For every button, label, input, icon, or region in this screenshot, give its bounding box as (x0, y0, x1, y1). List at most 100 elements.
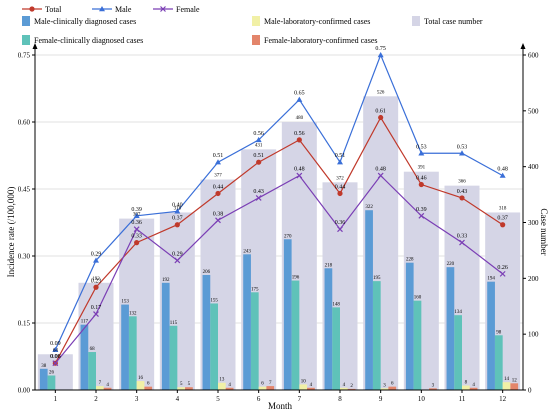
marker-total-11 (459, 195, 465, 201)
marker-female-5 (215, 217, 221, 224)
line-total (54, 116, 503, 364)
label-total-8: 372 (336, 176, 344, 181)
label-series3-5: 13 (219, 378, 225, 383)
label-total-7: 0.56 (294, 131, 305, 137)
marker-total-12 (500, 222, 506, 228)
x-axis-title: Month (268, 401, 293, 411)
marker-total-3 (134, 240, 140, 246)
bar-series2-9 (372, 281, 381, 390)
y-left-tick-label-4: 0.60 (18, 119, 31, 127)
bar-series1-6 (243, 254, 251, 390)
y-left-tick-label-1: 0.15 (18, 320, 31, 328)
label-female-5: 0.38 (213, 211, 224, 217)
label-series1-12: 194 (487, 277, 495, 282)
legend-label-bar-0: Total case number (424, 17, 483, 26)
label-series4-11: 4 (472, 383, 475, 388)
bar-series1-2 (80, 324, 89, 390)
y-axis-right-arrow (520, 43, 526, 49)
y-right-tick-label-0: 0 (528, 387, 532, 395)
marker-total-8 (337, 190, 343, 197)
marker-total-10 (418, 181, 424, 188)
marker-female-2 (93, 311, 99, 317)
y-right-tick-label-5: 500 (528, 107, 539, 115)
legend-label-bar-2: Female-clinically diagnosed cases (34, 36, 143, 45)
bar-series1-1 (39, 368, 48, 390)
marker-female-11 (459, 239, 465, 246)
marker-male-4 (174, 208, 181, 214)
bar-series3-5 (218, 382, 226, 390)
label-series1-11: 220 (447, 262, 455, 267)
y-right-tick-label-4: 400 (528, 163, 539, 171)
y-axis-right-title: Case number (539, 208, 549, 255)
bar-series4-3 (144, 386, 153, 390)
label-total-12: 0.37 (497, 216, 508, 222)
label-series2-1: 26 (49, 370, 55, 375)
label-series4-9: 6 (391, 382, 394, 387)
marker-male-10 (418, 150, 425, 156)
bar-series2-11 (454, 315, 462, 390)
label-series2-11: 134 (454, 310, 462, 315)
label-male-3: 0.39 (131, 207, 142, 213)
label-male-9: 0.75 (375, 46, 386, 52)
y-right-tick-label-3: 300 (528, 219, 539, 227)
label-female-4: 0.29 (172, 251, 183, 257)
marker-male-7 (296, 96, 303, 102)
label-total-4: 318 (174, 206, 182, 211)
label-male-12: 0.48 (497, 167, 508, 173)
legend-swatch-2 (22, 35, 30, 45)
label-series1-8: 218 (325, 263, 333, 268)
label-series3-11: 8 (465, 381, 468, 386)
bar-series4-4 (185, 387, 193, 390)
label-male-1: 0.09 (50, 341, 61, 347)
label-series3-9: 3 (383, 383, 386, 388)
label-female-11: 0.33 (457, 234, 468, 240)
marker-female-9 (377, 172, 384, 179)
label-series4-5: 4 (228, 383, 231, 388)
label-series4-8: 2 (350, 384, 353, 389)
label-female-9: 0.48 (375, 167, 386, 173)
marker-total-4 (174, 222, 180, 228)
marker-male-2 (93, 257, 99, 263)
marker-total-7 (296, 137, 302, 143)
label-series2-10: 160 (414, 296, 422, 301)
bar-series4-5 (225, 387, 234, 390)
label-total-3: 0.33 (131, 234, 142, 240)
bar-series1-10 (405, 262, 414, 390)
label-female-7: 0.48 (294, 167, 305, 173)
marker-female-3 (133, 226, 140, 233)
y-left-tick-label-3: 0.45 (18, 186, 31, 194)
label-total-9: 0.61 (375, 109, 386, 115)
label-male-11: 0.53 (457, 144, 468, 150)
x-tick-label-6: 6 (257, 395, 261, 403)
label-series3-2: 7 (99, 381, 102, 386)
bar-series3-12 (502, 382, 511, 390)
bars (37, 96, 521, 391)
marker-male-8 (337, 159, 343, 165)
label-total-4: 0.37 (172, 216, 183, 222)
y-right-tick-label-2: 200 (528, 275, 539, 283)
y-left-tick-label-2: 0.30 (18, 253, 31, 261)
label-total-10: 0.46 (416, 176, 427, 182)
bar-series2-1 (47, 375, 56, 390)
label-male-2: 0.29 (91, 251, 102, 257)
label-series2-12: 98 (496, 330, 502, 335)
label-series1-3: 153 (121, 300, 129, 305)
x-tick-label-5: 5 (216, 395, 220, 403)
label-series1-7: 270 (284, 234, 292, 239)
bar-series2-10 (413, 300, 422, 390)
marker-total-5 (215, 190, 221, 197)
label-series1-5: 206 (203, 270, 211, 275)
marker-male-3 (133, 212, 140, 218)
legend-marker-male (99, 6, 105, 12)
legend-marker-total (29, 6, 35, 12)
bar-series2-7 (291, 280, 300, 390)
legend-swatch-1 (22, 16, 30, 26)
bar-series4-2 (103, 387, 112, 390)
axes: 0.00 0.15 0.30 0.45 0.60 0.75 0 100 200 300 400 500… (18, 43, 539, 403)
x-tick-label-1: 1 (54, 395, 58, 403)
legend-label-male: Male (115, 5, 132, 14)
label-total-6: 431 (255, 143, 263, 148)
bar-series3-11 (462, 385, 470, 390)
label-male-7: 0.65 (294, 91, 305, 97)
bar-series3-3 (136, 381, 145, 390)
